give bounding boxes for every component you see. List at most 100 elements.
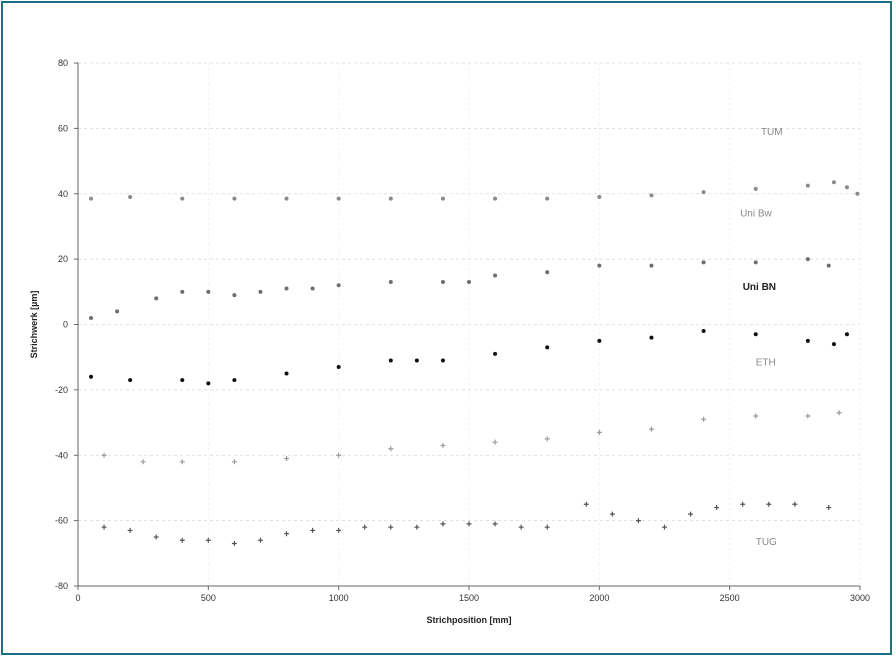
data-point [544,436,550,442]
data-point [180,289,185,294]
data-point [179,459,185,465]
data-point [336,452,342,458]
data-point [649,335,654,340]
data-point [792,501,798,507]
series-label: Uni Bw [740,209,772,220]
data-point [206,289,211,294]
data-point [805,338,810,343]
data-point [583,501,589,507]
data-point [414,524,420,530]
data-point [467,280,471,285]
x-tick-label: 500 [201,593,216,603]
y-tick-label: 60 [58,123,68,133]
data-point [127,527,133,533]
scatter-chart: -80 -60 -40 -20 0 20 40 60 80 0 500 1000 1500 2000 25… [29,58,870,625]
data-point [388,196,393,201]
data-point [336,527,342,533]
data-point [805,413,811,419]
data-point [128,378,133,383]
data-point [180,378,185,383]
x-tick-label: 0 [75,593,80,603]
data-point [493,351,498,356]
data-marks [89,180,860,547]
data-point [231,459,237,465]
x-axis-ticks: 0 500 1000 1500 2000 2500 3000 [75,586,870,603]
data-point [662,524,667,530]
data-point [701,416,707,422]
series-tum [89,180,860,201]
data-point [753,260,758,265]
data-point [101,524,107,530]
data-point [635,518,641,524]
y-axis-ticks: -80 -60 -40 -20 0 20 40 60 80 [55,58,78,591]
y-tick-label: 40 [58,189,68,199]
y-tick-label: -20 [55,385,68,395]
data-point [440,196,445,201]
data-point [257,537,263,543]
series-label: TUM [761,127,783,138]
data-point [740,501,746,507]
data-point [544,524,550,530]
data-point [231,541,237,547]
data-point [284,456,290,462]
data-point [440,442,446,448]
data-point [336,364,341,369]
x-tick-label: 3000 [850,593,870,603]
series-uni-bn [89,329,849,386]
data-point [284,196,289,201]
data-point [153,534,159,540]
series-labels: TUM Uni Bw Uni BN ETH TUG [740,127,783,548]
data-point [597,338,602,343]
data-point [440,280,445,285]
x-axis-title: Strichposition [mm] [427,615,512,625]
data-point [89,315,94,320]
data-point [466,521,472,527]
data-point [831,342,836,347]
data-point [440,358,445,363]
data-point [688,511,694,517]
data-point [714,505,720,511]
data-point [597,263,602,268]
data-point [493,273,498,278]
data-point [753,186,758,191]
data-point [128,195,133,200]
data-point [492,521,498,527]
data-point [284,371,289,376]
data-point [596,429,602,435]
data-point [805,183,810,188]
data-point [414,358,419,363]
data-point [649,193,654,198]
series-tug [101,501,832,547]
series-label: ETH [756,357,776,368]
data-point [493,196,498,201]
data-point [284,286,289,291]
data-point [89,374,94,379]
y-tick-label: -40 [55,450,68,460]
data-point [205,537,211,543]
data-point [232,293,237,298]
data-point [844,185,849,190]
y-axis-title: Strichwerk [µm] [29,291,39,359]
data-point [179,537,185,543]
data-point [362,524,368,530]
data-point [701,260,706,265]
data-point [649,263,654,268]
data-point [388,446,394,452]
data-point [115,309,120,314]
data-point [826,263,831,268]
data-point [545,270,550,275]
data-point [232,196,237,201]
series-uni-bw [89,257,831,320]
y-tick-label: 0 [63,320,68,330]
data-point [336,283,341,288]
data-point [701,329,706,334]
data-point [310,286,315,291]
data-point [258,289,263,294]
y-tick-label: 20 [58,254,68,264]
data-point [826,505,832,511]
data-point [492,439,498,445]
data-point [180,196,185,201]
y-tick-label: -60 [55,516,68,526]
data-point [89,196,94,201]
data-point [310,527,316,533]
